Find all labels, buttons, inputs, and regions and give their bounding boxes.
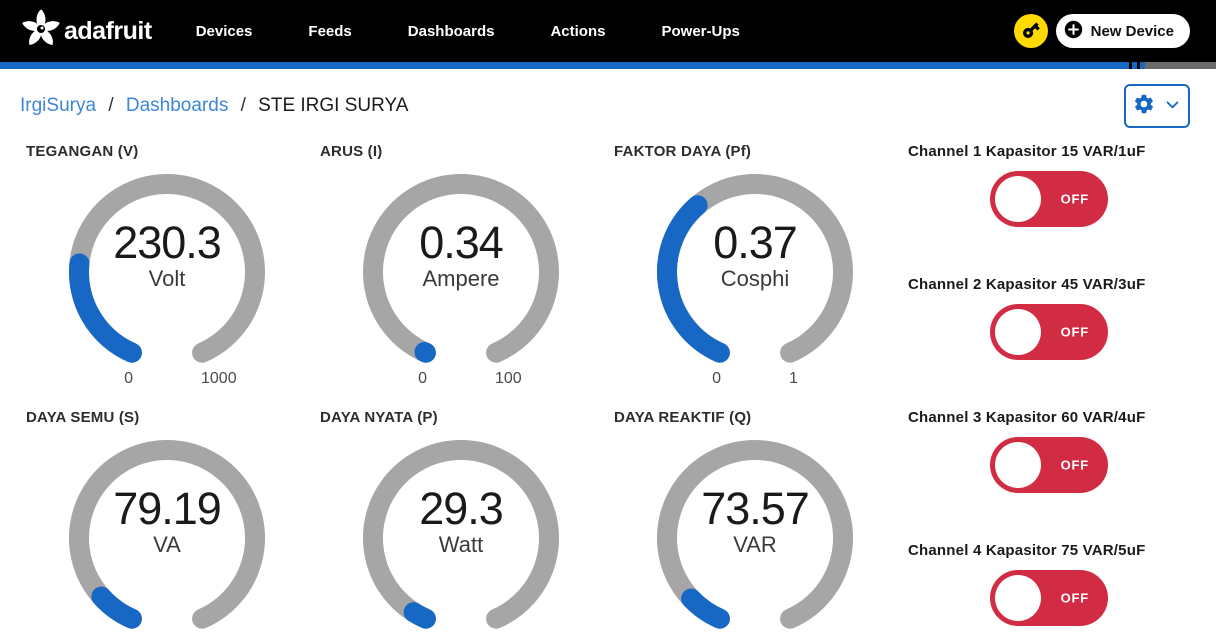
gauge: 0.37 Cosphi 0 1: [650, 172, 860, 387]
gauge-value: 0.34: [419, 217, 504, 268]
gauge-unit: Volt: [148, 266, 186, 292]
gauge: 79.19 VA: [62, 438, 272, 636]
toggle-knob: [995, 575, 1041, 621]
gauge-title: ARUS (I): [320, 143, 383, 160]
adafruit-flower-icon: [20, 8, 62, 55]
chevron-down-icon: [1164, 96, 1181, 116]
toggle-block-channel-3: Channel 3 Kapasitor 60 VAR/4uF OFF: [902, 399, 1196, 532]
gauge-min-label: 0: [124, 370, 133, 387]
gauge: 73.57 VAR: [650, 438, 860, 636]
breadcrumb-separator: /: [108, 94, 114, 116]
gauge-value: 0.37: [713, 217, 798, 268]
adafruit-logo[interactable]: adafruit: [20, 8, 152, 55]
nav-item-actions[interactable]: Actions: [550, 22, 606, 40]
toggle-state: OFF: [1060, 457, 1089, 473]
toggle-knob: [995, 176, 1041, 222]
gauge: 230.3 Volt 0 1000: [62, 172, 272, 387]
gauge: 29.3 Watt: [356, 438, 566, 636]
gauge: 0.34 Ampere 0 100: [356, 172, 566, 387]
gauge-unit: Ampere: [422, 266, 500, 292]
breadcrumb: IrgiSurya / Dashboards / STE IRGI SURYA: [20, 95, 408, 117]
gauge-max-label: 100: [495, 370, 522, 387]
toggle-switch-channel-3[interactable]: OFF: [990, 437, 1108, 493]
brand-name: adafruit: [64, 16, 152, 45]
nav-item-devices[interactable]: Devices: [195, 22, 253, 40]
breadcrumb-owner-link[interactable]: IrgiSurya: [20, 94, 97, 116]
breadcrumb-dashboards-link[interactable]: Dashboards: [125, 94, 229, 116]
dashboard-grid: TEGANGAN (V) 230.3 Volt 0 1000 ARUS (I) …: [0, 133, 1216, 636]
toggle-label: Channel 4 Kapasitor 75 VAR/5uF: [908, 542, 1146, 559]
gauge-value: 29.3: [419, 483, 504, 534]
accent-bar-progress: [1129, 62, 1216, 69]
accent-bar: [0, 62, 1216, 69]
toggle-knob: [995, 309, 1041, 355]
nav-item-dashboards[interactable]: Dashboards: [407, 22, 495, 40]
toggle-state: OFF: [1060, 191, 1089, 207]
toggle-block-channel-1: Channel 1 Kapasitor 15 VAR/1uF OFF: [902, 133, 1196, 266]
toggle-block-channel-2: Channel 2 Kapasitor 45 VAR/3uF OFF: [902, 266, 1196, 399]
gauge-title: DAYA SEMU (S): [26, 409, 140, 426]
dashboard-settings-button[interactable]: [1124, 83, 1190, 128]
gauge-block-faktor-daya: FAKTOR DAYA (Pf) 0.37 Cosphi 0 1: [608, 133, 902, 399]
gauge-value: 230.3: [113, 217, 222, 268]
gauge-unit: VAR: [733, 532, 777, 558]
gauge-value: 73.57: [701, 483, 810, 534]
gauge-unit: VA: [153, 532, 181, 558]
key-icon: [1021, 20, 1041, 43]
gauge-title: TEGANGAN (V): [26, 143, 139, 160]
toggle-switch-channel-4[interactable]: OFF: [990, 570, 1108, 626]
gauge-block-tegangan: TEGANGAN (V) 230.3 Volt 0 1000: [20, 133, 314, 399]
toggle-label: Channel 2 Kapasitor 45 VAR/3uF: [908, 276, 1146, 293]
gauge-title: DAYA NYATA (P): [320, 409, 438, 426]
gauge-min-label: 0: [712, 370, 721, 387]
nav-item-powerups[interactable]: Power-Ups: [661, 22, 740, 40]
toggle-label: Channel 3 Kapasitor 60 VAR/4uF: [908, 409, 1146, 426]
gauge-block-daya-semu: DAYA SEMU (S) 79.19 VA: [20, 399, 314, 636]
toggle-state: OFF: [1060, 324, 1089, 340]
gauge-block-daya-reaktif: DAYA REAKTIF (Q) 73.57 VAR: [608, 399, 902, 636]
gauge-block-arus: ARUS (I) 0.34 Ampere 0 100: [314, 133, 608, 399]
breadcrumb-separator: /: [240, 94, 246, 116]
toggle-switch-channel-1[interactable]: OFF: [990, 171, 1108, 227]
page-title: STE IRGI SURYA: [258, 94, 409, 116]
main-nav: Devices Feeds Dashboards Actions Power-U…: [196, 23, 796, 40]
gauge-max-label: 1000: [201, 370, 237, 387]
nav-item-feeds[interactable]: Feeds: [308, 22, 352, 40]
toggle-block-channel-4: Channel 4 Kapasitor 75 VAR/5uF OFF: [902, 532, 1196, 636]
gauge-title: DAYA REAKTIF (Q): [614, 409, 752, 426]
gauge-unit: Cosphi: [720, 266, 790, 292]
breadcrumb-bar: IrgiSurya / Dashboards / STE IRGI SURYA: [0, 69, 1216, 133]
toggle-label: Channel 1 Kapasitor 15 VAR/1uF: [908, 143, 1146, 160]
new-device-button[interactable]: New Device: [1055, 14, 1190, 48]
api-key-button[interactable]: [1013, 14, 1048, 48]
toggle-switch-channel-2[interactable]: OFF: [990, 304, 1108, 360]
gauge-unit: Watt: [438, 532, 484, 558]
toggle-state: OFF: [1060, 590, 1089, 606]
toggle-knob: [995, 442, 1041, 488]
top-nav: adafruit Devices Feeds Dashboards Action…: [0, 0, 1216, 62]
new-device-label: New Device: [1090, 22, 1174, 40]
gauge-title: FAKTOR DAYA (Pf): [614, 143, 752, 160]
gear-icon: [1133, 93, 1155, 118]
gauge-value: 79.19: [113, 483, 222, 534]
gauge-min-label: 0: [418, 370, 427, 387]
gauge-max-label: 1: [789, 370, 798, 387]
nav-actions: New Device: [1013, 14, 1190, 48]
plus-circle-icon: [1064, 20, 1083, 43]
gauge-block-daya-nyata: DAYA NYATA (P) 29.3 Watt: [314, 399, 608, 636]
